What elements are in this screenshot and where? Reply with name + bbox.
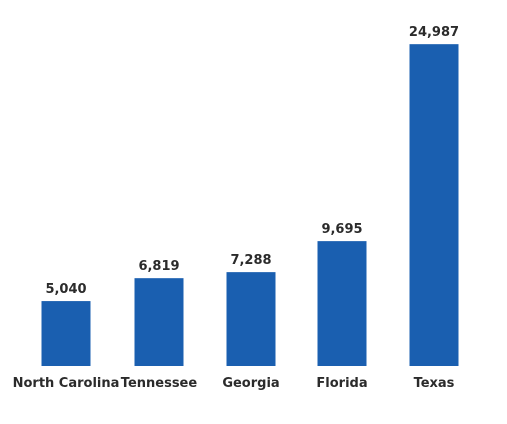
bar-texas <box>409 44 459 366</box>
bar-georgia <box>226 272 276 366</box>
bar-north-carolina <box>41 301 91 366</box>
value-label: 5,040 <box>45 282 86 297</box>
category-label: Florida <box>316 376 367 391</box>
value-label: 6,819 <box>138 259 179 274</box>
category-labels-group: North Carolina Tennessee Georgia Florida Tex… <box>13 376 455 391</box>
bar-tennessee <box>134 278 184 366</box>
bars-group <box>41 44 459 366</box>
category-label: Georgia <box>222 376 279 391</box>
value-label: 24,987 <box>409 25 459 40</box>
value-label: 9,695 <box>321 222 362 237</box>
category-label: Texas <box>414 376 455 391</box>
category-label: Tennessee <box>121 376 198 391</box>
value-label: 7,288 <box>230 253 271 268</box>
category-label: North Carolina <box>13 376 120 391</box>
bar-florida <box>317 241 367 366</box>
value-labels-group: 5,040 6,819 7,288 9,695 24,987 <box>45 25 459 297</box>
